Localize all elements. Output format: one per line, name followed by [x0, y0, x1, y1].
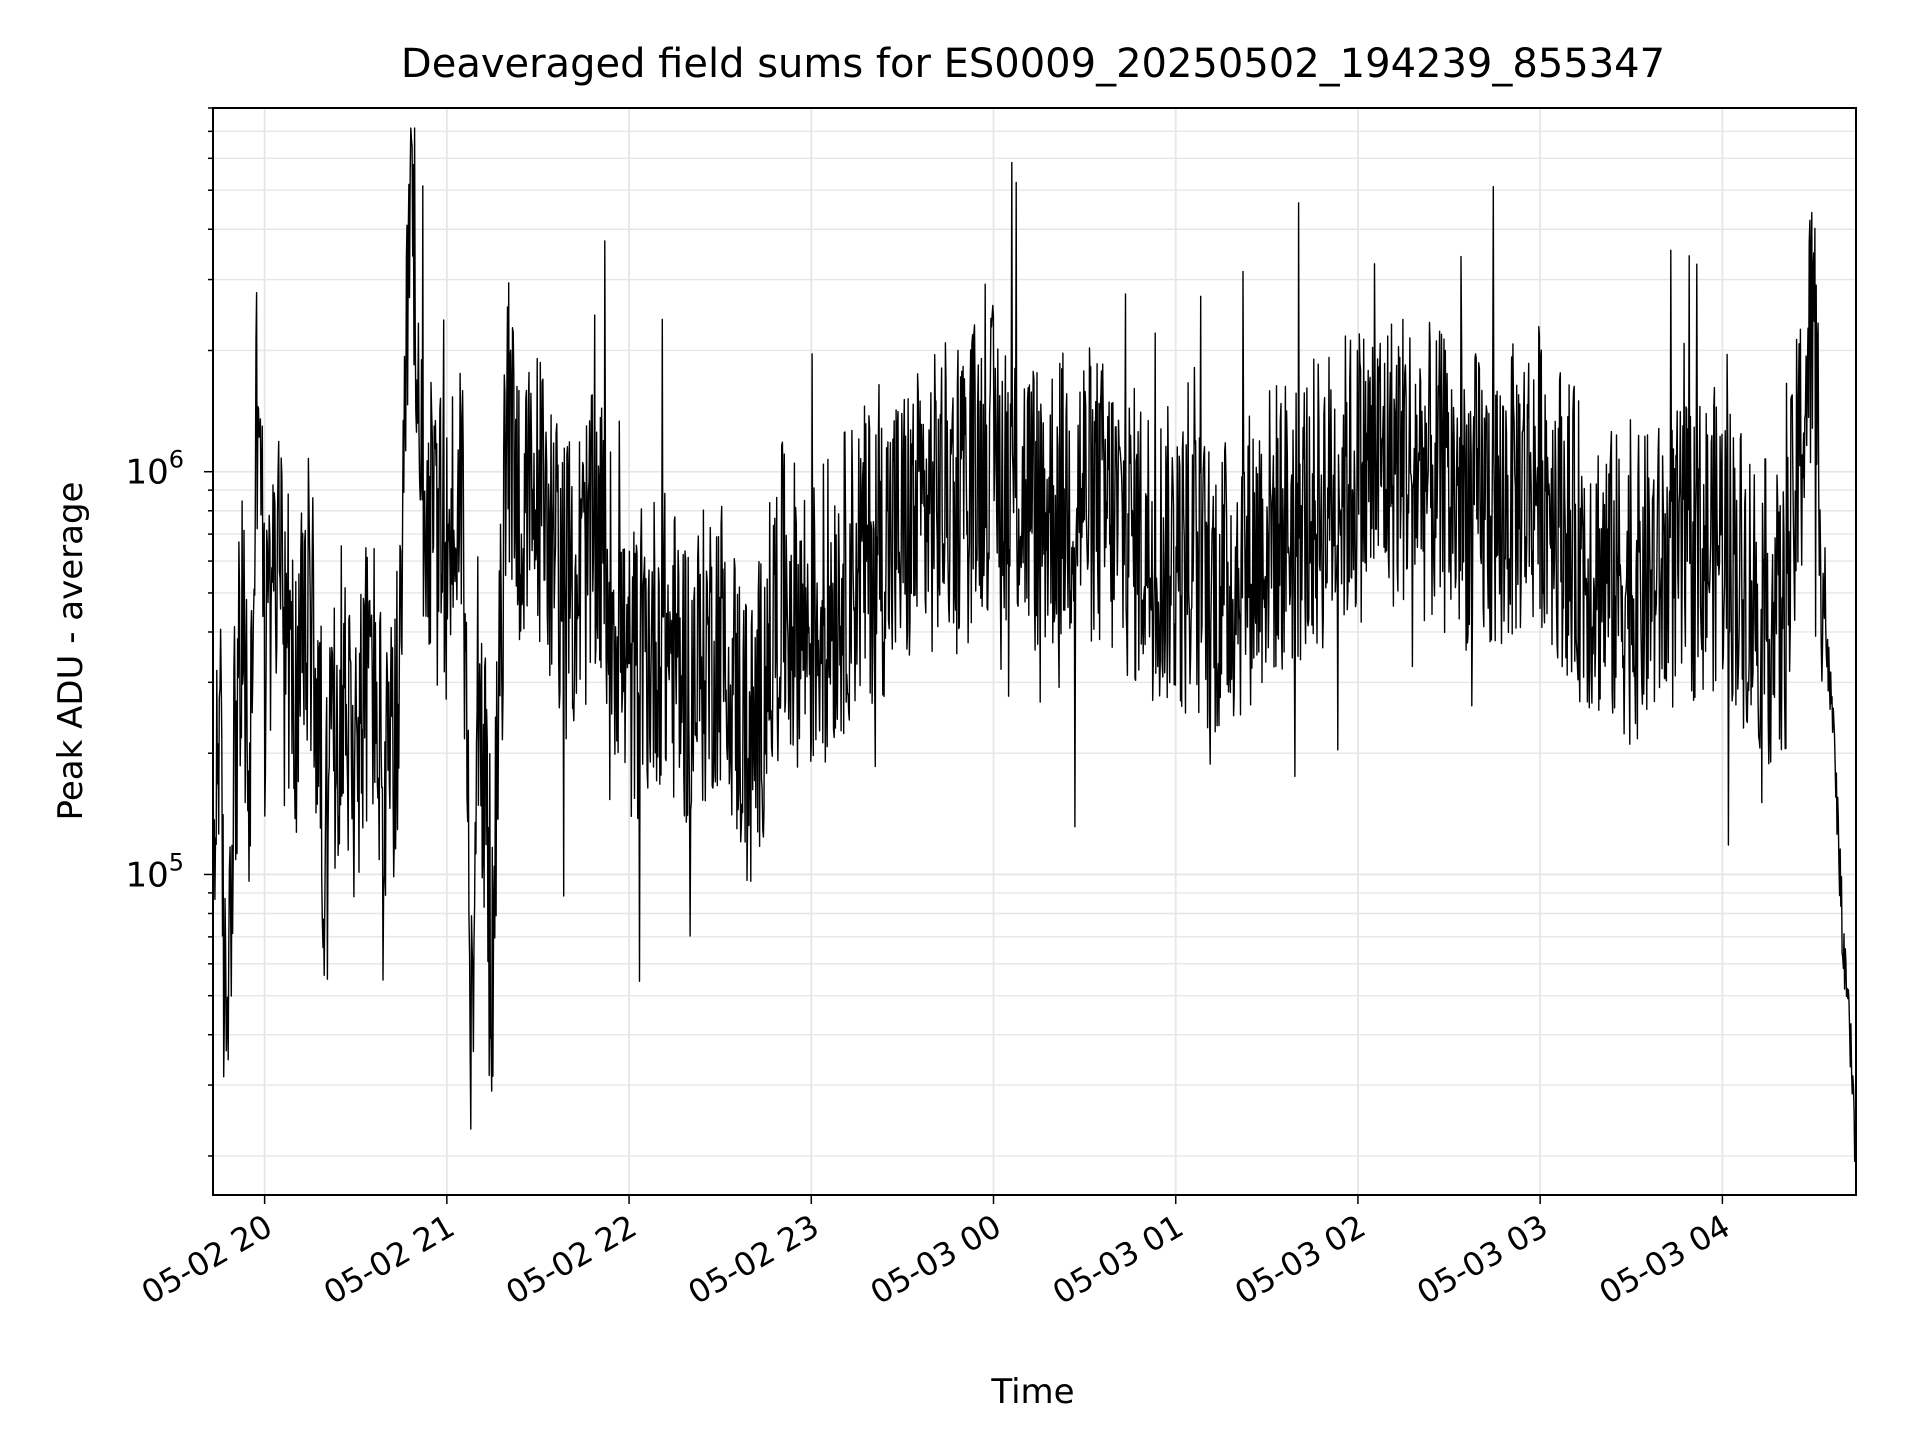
y-tick-label: 106 [125, 446, 184, 493]
y-tick-label-base: 10 [125, 453, 168, 493]
plot-frame [212, 107, 1857, 1196]
y-tick-label-exponent: 6 [169, 446, 184, 474]
y-tick-label-exponent: 5 [169, 848, 184, 876]
chart-title: Deaveraged field sums for ES0009_2025050… [401, 41, 1665, 87]
y-tick-label-base: 10 [125, 855, 168, 895]
y-axis-label: Peak ADU - average [51, 482, 91, 821]
series-line [212, 127, 1857, 1175]
x-axis-label: Time [990, 1372, 1074, 1412]
y-tick-label: 105 [125, 848, 184, 895]
